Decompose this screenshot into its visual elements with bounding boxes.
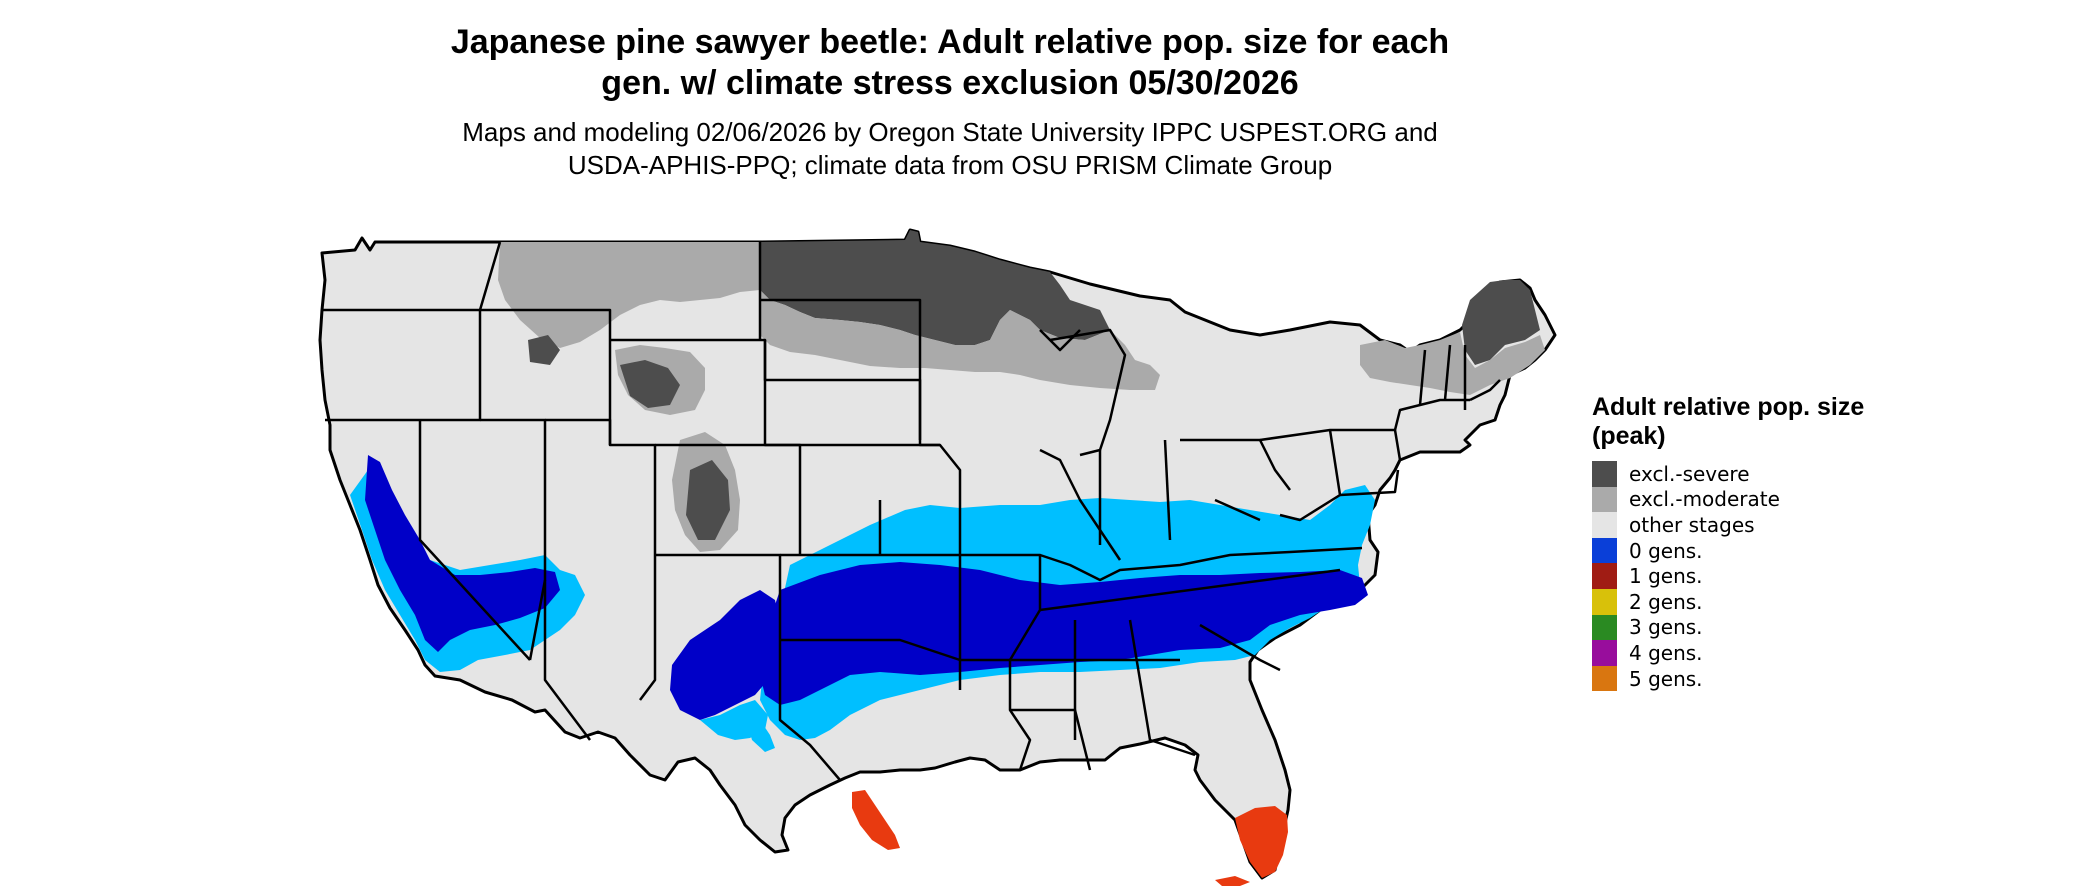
- map-subtitle: Maps and modeling 02/06/2026 by Oregon S…: [462, 117, 1438, 180]
- state-borders: [322, 241, 1501, 781]
- moderate-zone-north: [760, 290, 1160, 390]
- title-block: Japanese pine sawyer beetle: Adult relat…: [300, 22, 1600, 182]
- legend-swatch: [1592, 537, 1617, 564]
- legend-item: excl.-severe: [1592, 461, 1892, 487]
- legend-item: 4 gens.: [1592, 640, 1892, 666]
- dark-blue-band: [760, 562, 1368, 705]
- legend-swatch: [1592, 640, 1617, 666]
- legend-label: 5 gens.: [1629, 666, 1703, 691]
- legend-item: 0 gens.: [1592, 537, 1892, 564]
- texas-lightblue: [700, 700, 775, 752]
- texas-red-zone: [852, 790, 900, 850]
- legend-swatch: [1592, 563, 1617, 589]
- legend-label: other stages: [1629, 512, 1755, 537]
- texas-blue: [670, 590, 780, 720]
- legend-label: 0 gens.: [1629, 538, 1703, 563]
- legend-label: excl.-moderate: [1629, 487, 1780, 512]
- california-darkblue: [365, 455, 560, 652]
- legend-label: excl.-severe: [1629, 461, 1750, 486]
- legend-swatch: [1592, 486, 1617, 513]
- legend-title: Adult relative pop. size (peak): [1592, 393, 1865, 450]
- us-map: [318, 228, 1557, 886]
- legend-items: excl.-severe excl.-moderate other stages…: [1592, 461, 1892, 692]
- moderate-zone-newengland: [1360, 332, 1545, 395]
- legend-item: 3 gens.: [1592, 614, 1892, 641]
- florida-red-zone: [1215, 806, 1288, 886]
- severe-zone-rockies: [528, 335, 730, 540]
- legend-label: 3 gens.: [1629, 615, 1703, 640]
- legend-swatch: [1592, 588, 1617, 615]
- map-title: Japanese pine sawyer beetle: Adult relat…: [450, 23, 1450, 102]
- legend-item: excl.-moderate: [1592, 486, 1892, 513]
- legend-label: 4 gens.: [1629, 640, 1703, 665]
- legend-label: 1 gens.: [1629, 564, 1703, 589]
- legend-swatch: [1592, 512, 1617, 538]
- legend-item: 2 gens.: [1592, 588, 1892, 615]
- legend: Adult relative pop. size (peak) excl.-se…: [1592, 393, 1892, 692]
- moderate-zone-montana: [498, 242, 760, 348]
- legend-swatch: [1592, 461, 1617, 487]
- severe-zone-northeast: [1462, 280, 1540, 365]
- california-blue: [350, 470, 585, 672]
- legend-item: other stages: [1592, 512, 1892, 538]
- legend-label: 2 gens.: [1629, 589, 1703, 614]
- legend-swatch: [1592, 614, 1617, 641]
- legend-item: 1 gens.: [1592, 563, 1892, 589]
- legend-item: 5 gens.: [1592, 665, 1892, 692]
- legend-swatch: [1592, 665, 1617, 692]
